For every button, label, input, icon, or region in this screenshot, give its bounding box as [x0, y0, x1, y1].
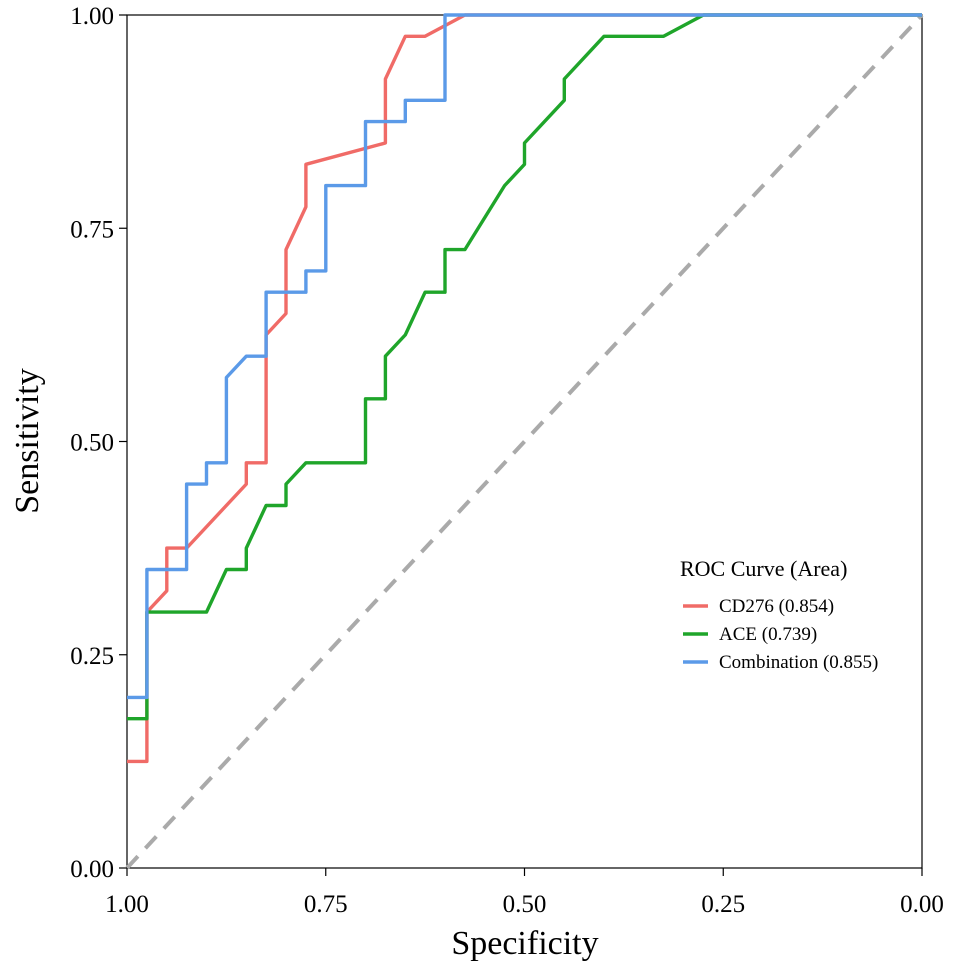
x-tick-label: 0.75 [304, 891, 348, 918]
legend-label-ace: ACE (0.739) [719, 624, 817, 645]
x-tick-label: 0.25 [701, 891, 745, 918]
legend-title: ROC Curve (Area) [680, 556, 847, 581]
series-line-ace [127, 13, 922, 721]
reference-diagonal [125, 13, 924, 870]
series-layer [127, 13, 922, 764]
legend-label-cd276: CD276 (0.854) [719, 596, 834, 617]
y-tick-label: 0.75 [70, 216, 114, 243]
y-tick-label: 0.00 [70, 856, 114, 883]
y-tick-label: 1.00 [70, 3, 114, 30]
legend: ROC Curve (Area) CD276 (0.854) ACE (0.739… [680, 556, 878, 673]
tick-layer: 1.00 0.75 0.50 0.25 0.00 0.00 0.25 0.50 0.75 1.00 [70, 3, 944, 918]
legend-label-combination: Combination (0.855) [719, 652, 878, 673]
y-axis-title: Sensitivity [9, 368, 46, 513]
reference-line [125, 13, 924, 870]
x-axis-title: Specificity [451, 925, 598, 962]
y-tick-label: 0.50 [70, 430, 114, 457]
x-tick-label: 0.00 [900, 891, 944, 918]
y-tick-label: 0.25 [70, 643, 114, 670]
x-tick-label: 1.00 [105, 891, 149, 918]
series-line-combination [127, 13, 922, 700]
series-line-cd276 [127, 13, 922, 764]
x-tick-label: 0.50 [503, 891, 547, 918]
